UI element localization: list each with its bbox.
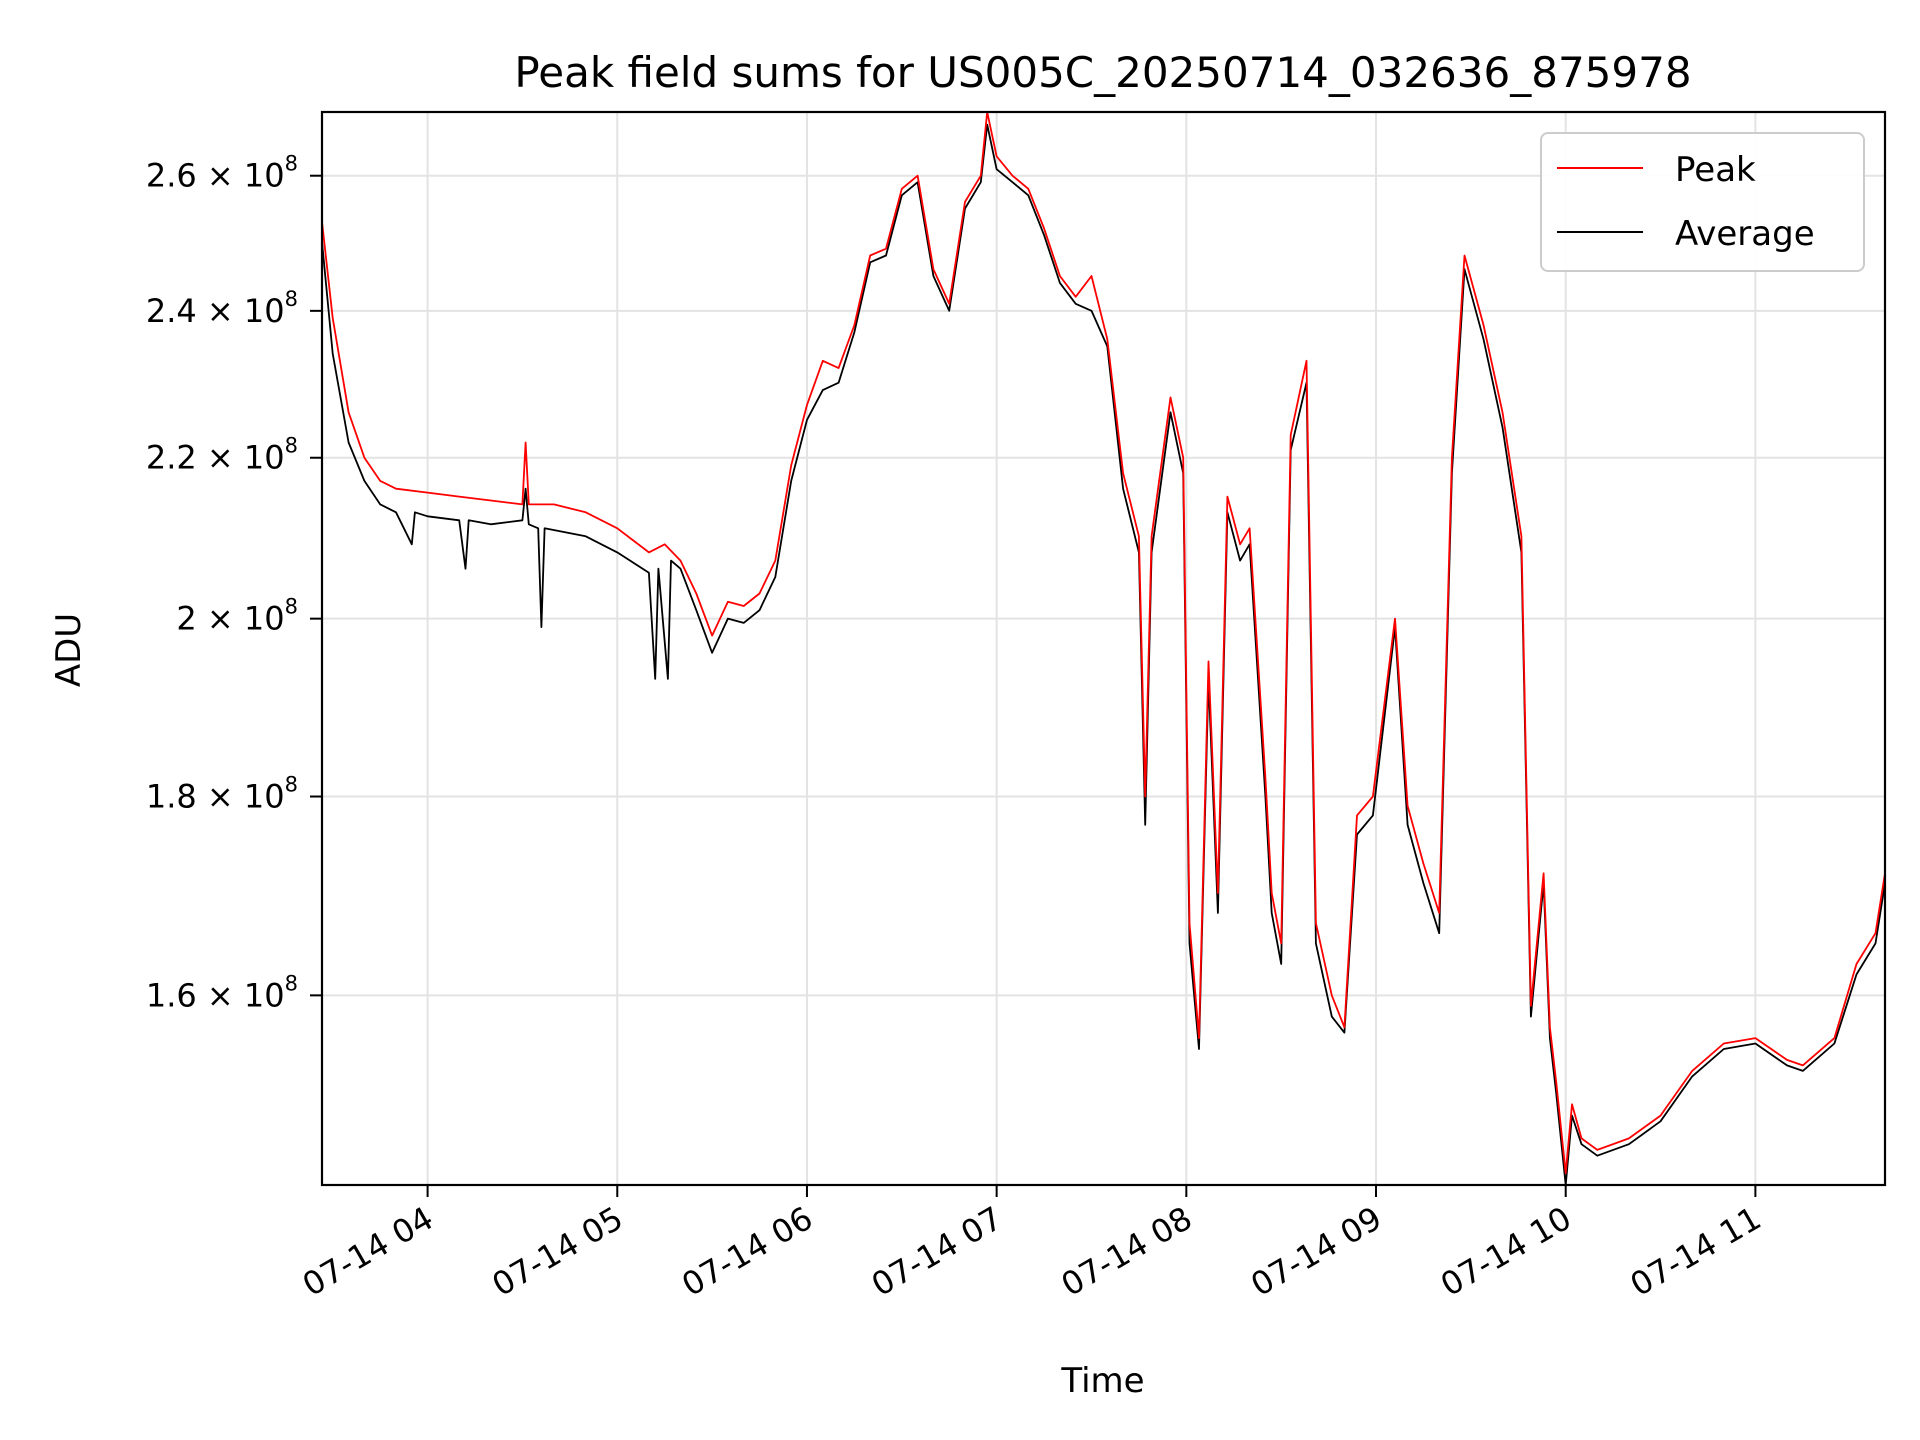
grid bbox=[322, 112, 1885, 1185]
legend: Peak Average bbox=[1540, 132, 1865, 272]
y-tick-exponent: 8 bbox=[285, 773, 298, 797]
y-tick-label: 2.2 × 108 bbox=[146, 434, 298, 477]
y-tick-exponent: 8 bbox=[285, 152, 298, 176]
y-tick-label: 2 × 108 bbox=[176, 595, 298, 638]
y-tick-times: × 10 bbox=[197, 778, 285, 816]
legend-label-average: Average bbox=[1675, 214, 1815, 254]
y-tick-exponent: 8 bbox=[285, 971, 298, 995]
chart-title: Peak field sums for US005C_20250714_0326… bbox=[514, 48, 1691, 97]
series-line-average bbox=[322, 123, 1885, 1185]
y-tick-times: × 10 bbox=[197, 292, 285, 330]
y-tick-mantissa: 1.8 bbox=[146, 778, 197, 816]
y-tick-mantissa: 1.6 bbox=[146, 976, 197, 1014]
y-tick-exponent: 8 bbox=[285, 434, 298, 458]
y-tick-times: × 10 bbox=[197, 439, 285, 477]
y-tick-exponent: 8 bbox=[285, 287, 298, 311]
y-tick-label: 1.6 × 108 bbox=[146, 971, 298, 1014]
x-axis-label: Time bbox=[1060, 1361, 1144, 1401]
y-tick-label: 2.6 × 108 bbox=[146, 152, 298, 195]
legend-label-peak: Peak bbox=[1675, 150, 1756, 190]
y-tick-mantissa: 2.4 bbox=[146, 292, 197, 330]
y-axis-label: ADU bbox=[49, 613, 89, 687]
y-tick-times: × 10 bbox=[197, 600, 285, 638]
y-tick-mantissa: 2 bbox=[176, 600, 196, 638]
y-tick-label: 2.4 × 108 bbox=[146, 287, 298, 330]
y-tick-exponent: 8 bbox=[285, 595, 298, 619]
y-tick-times: × 10 bbox=[197, 976, 285, 1014]
y-tick-mantissa: 2.6 bbox=[146, 157, 197, 195]
plot-frame bbox=[320, 110, 1887, 1187]
y-tick-mantissa: 2.2 bbox=[146, 439, 197, 477]
series-layer bbox=[322, 112, 1885, 1185]
y-tick-times: × 10 bbox=[197, 157, 285, 195]
y-tick-label: 1.8 × 108 bbox=[146, 773, 298, 816]
series-line-peak bbox=[322, 112, 1885, 1175]
